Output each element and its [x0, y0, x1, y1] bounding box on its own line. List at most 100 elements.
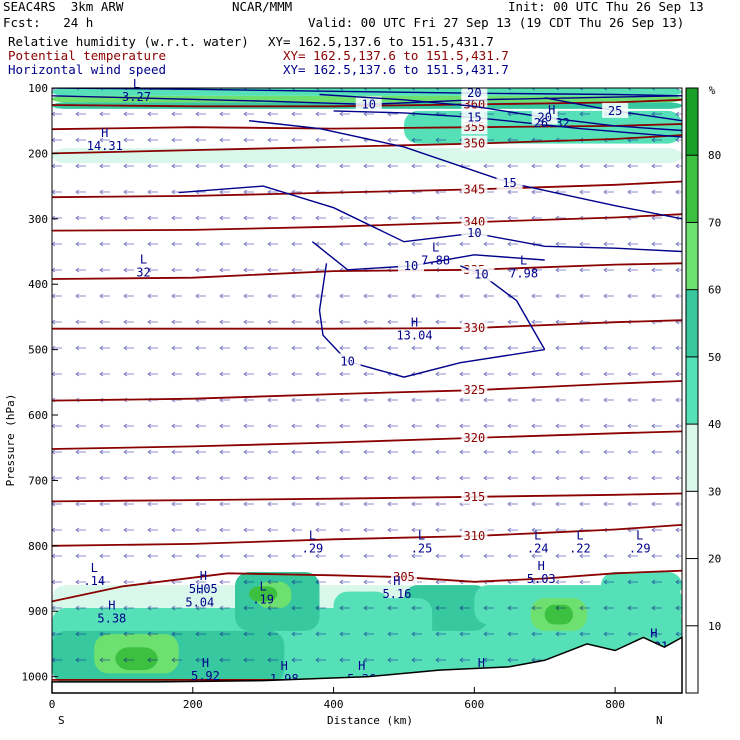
contour-label-bg — [461, 225, 488, 241]
contour-label-bg — [355, 96, 382, 112]
contour-label-bg — [461, 320, 488, 336]
contour-label: 325 — [464, 383, 486, 397]
y-tick-label: 900 — [28, 605, 48, 618]
extremum-marker: H — [358, 659, 365, 673]
colorbar-tick-label: 40 — [708, 418, 721, 431]
colorbar-band — [686, 424, 698, 492]
contour-line — [52, 98, 682, 108]
colorbar-band — [686, 356, 698, 425]
colorbar-tick-label: 60 — [708, 284, 721, 297]
contour-label: 350 — [464, 137, 486, 151]
contour-label-bg — [461, 488, 488, 504]
extremum-marker: L — [309, 528, 316, 542]
contour-label: 15 — [502, 176, 516, 190]
extremum-value: 5.04 — [185, 596, 214, 610]
colorbar-tick-label: 10 — [708, 620, 721, 633]
contour-label-bg — [461, 382, 488, 398]
contour-label: 25 — [608, 104, 622, 118]
field-wind-xy: XY= 162.5,137.6 to 151.5,431.7 — [283, 62, 509, 77]
extremum-marker: H — [478, 656, 485, 670]
extremum-marker: L — [534, 528, 541, 542]
y-axis-label: Pressure (hPa) — [4, 394, 17, 487]
contour-line — [52, 492, 682, 503]
x-endpoint-start: S — [58, 714, 65, 727]
colorbar-band — [686, 289, 698, 357]
extremum-value: 3.27 — [122, 90, 151, 104]
contour-line — [52, 134, 682, 155]
y-tick-label: 700 — [28, 474, 48, 487]
extremum-marker: L — [520, 254, 527, 268]
x-tick-label: 0 — [49, 698, 56, 711]
extremum-marker: L — [418, 528, 425, 542]
y-tick-label: 800 — [28, 540, 48, 553]
contour-line — [319, 93, 682, 132]
contour-label-bg — [461, 181, 488, 197]
contour-label: 330 — [464, 321, 486, 335]
contour-label: 315 — [464, 490, 486, 504]
extremum-marker: L — [133, 77, 140, 91]
extremum-marker: H — [281, 659, 288, 673]
contour-label: 20 — [467, 86, 481, 100]
contour-line — [52, 319, 682, 330]
extremum-value: .29 — [629, 541, 651, 555]
extremum-value: 26.32 — [534, 116, 570, 130]
extremum-marker: H — [538, 559, 545, 573]
contour-line — [52, 123, 682, 131]
y-tick-label: 100 — [28, 82, 48, 95]
colorbar-tick-label: 70 — [708, 216, 721, 229]
contour-label: 10 — [404, 259, 418, 273]
contour-label: 10 — [362, 97, 376, 111]
x-tick-label: 200 — [183, 698, 203, 711]
extremum-marker: L — [260, 579, 267, 593]
x-axis-label: Distance (km) — [327, 714, 413, 727]
contour-line — [249, 120, 682, 220]
contour-label: 10 — [467, 226, 481, 240]
colorbar-frame — [685, 87, 699, 694]
y-tick-label: 200 — [28, 147, 48, 160]
plot-frame — [51, 87, 683, 694]
contour-label-bg — [461, 135, 488, 151]
extremum-value: .29 — [302, 541, 324, 555]
colorbar-tick-label: 30 — [708, 485, 721, 498]
extremum-value: .14 — [83, 574, 105, 588]
contour-line — [52, 380, 682, 402]
org-label: NCAR/MMM — [232, 0, 293, 14]
y-tick-label: 1000 — [22, 671, 49, 684]
contour-label: 310 — [464, 529, 486, 543]
contour-line — [178, 185, 682, 253]
contour-label-bg — [461, 88, 488, 101]
x-tick-label: 600 — [464, 698, 484, 711]
contour-label: 320 — [464, 431, 486, 445]
colorbar-unit: % — [709, 84, 716, 97]
colorbar-band — [686, 491, 698, 693]
wind-vector-field — [52, 88, 682, 693]
extremum-marker: H — [200, 569, 207, 583]
contour-label-bg — [602, 102, 629, 118]
extremum-value: .22 — [569, 541, 591, 555]
colorbar: 10 20 30 40 50 60 70 80 — [685, 87, 721, 694]
y-tick-label: 300 — [28, 213, 48, 226]
field-rh-xy: XY= 162.5,137.6 to 151.5,431.7 — [268, 34, 494, 49]
field-wind-name: Horizontal wind speed — [8, 62, 167, 77]
extremum-marker: H — [196, 583, 203, 597]
x-endpoint-end: N — [656, 714, 663, 727]
extremum-marker: L — [636, 528, 643, 542]
contour-label: 20 — [538, 110, 552, 124]
x-tick-label: 800 — [605, 698, 625, 711]
contour-label: 10 — [340, 354, 354, 368]
contour-label-bg — [390, 569, 417, 585]
extremum-marker: H — [393, 574, 400, 588]
extremum-value: .24 — [527, 541, 549, 555]
x-tick-label: 400 — [324, 698, 344, 711]
contour-line — [52, 430, 682, 450]
extremum-marker: L — [91, 561, 98, 575]
contour-line — [52, 180, 682, 199]
extremum-marker: L — [576, 528, 583, 542]
contour-label: 305 — [393, 570, 415, 584]
contour-label-bg — [461, 429, 488, 445]
colorbar-band — [686, 222, 698, 290]
wind-speed-contours: 10 10 10 10 10 15 15 20 25 20 — [52, 86, 682, 378]
y-tick-label: 500 — [28, 344, 48, 357]
